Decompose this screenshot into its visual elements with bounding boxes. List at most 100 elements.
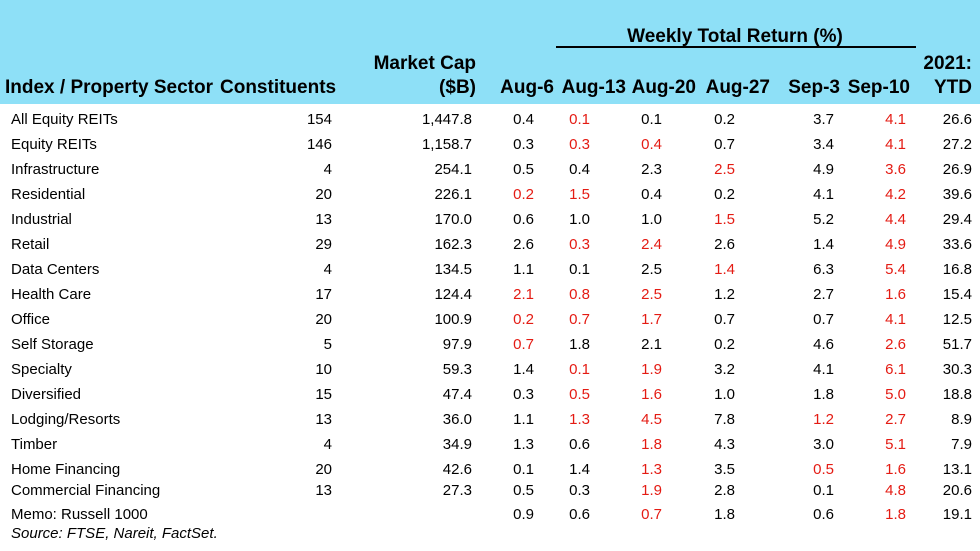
col-header-constituents: Constituents [220,77,337,98]
col-header-mcap-line1: Market Cap [373,53,476,74]
weekly-return-cell: 3.4 [813,136,834,153]
weekly-return-cell: 2.1 [513,286,534,303]
weekly-return-cell: 0.2 [714,111,735,128]
weekly-return-cell: 1.3 [641,461,662,478]
weekly-return-cell: 0.6 [569,436,590,453]
market-cap-cell: 162.3 [434,236,472,253]
table-row: Office 20 100.9 0.2 0.7 1.7 0.7 0.7 4.1 12.5 [0,308,980,332]
weekly-return-cell: 4.1 [885,311,906,328]
market-cap-cell: 100.9 [434,311,472,328]
ytd-return-cell: 12.5 [942,311,972,328]
col-header-week: Sep-3 [788,77,840,98]
weekly-return-cell: 0.1 [569,361,590,378]
constituents-cell: 13 [315,411,332,428]
weekly-return-cell: 1.4 [714,261,735,278]
col-header-sector: Index / Property Sector [5,77,214,98]
constituents-cell: 20 [315,461,332,478]
constituents-cell: 29 [315,236,332,253]
constituents-cell: 17 [315,286,332,303]
market-cap-cell: 59.3 [442,361,472,378]
constituents-cell: 146 [306,136,332,153]
ytd-return-cell: 33.6 [942,236,972,253]
weekly-return-cell: 0.3 [513,136,534,153]
weekly-return-cell: 3.5 [714,461,735,478]
market-cap-cell: 27.3 [442,482,472,499]
constituents-cell: 20 [315,186,332,203]
constituents-cell: 10 [315,361,332,378]
ytd-return-cell: 26.9 [942,161,972,178]
ytd-return-cell: 30.3 [942,361,972,378]
weekly-return-cell: 1.5 [569,186,590,203]
weekly-return-cell: 1.9 [641,361,662,378]
weekly-return-cell: 0.5 [513,482,534,499]
table-header: Weekly Total Return (%) Index / Property… [0,0,980,104]
weekly-return-cell: 4.3 [714,436,735,453]
source-note: Source: FTSE, Nareit, FactSet. [11,525,218,542]
weekly-return-cell: 0.6 [513,211,534,228]
weekly-return-cell: 0.4 [641,186,662,203]
weekly-return-cell: 0.5 [569,386,590,403]
weekly-return-cell: 0.1 [569,111,590,128]
ytd-return-cell: 15.4 [942,286,972,303]
col-header-week: Sep-10 [847,77,910,98]
weekly-return-cell: 1.1 [513,261,534,278]
ytd-return-cell: 7.9 [951,436,972,453]
weekly-return-cell: 1.8 [885,506,906,523]
weekly-return-cell: 0.6 [569,506,590,523]
weekly-return-cell: 0.8 [569,286,590,303]
weekly-return-cell: 0.2 [513,311,534,328]
sector-name: Home Financing [11,461,121,478]
weekly-return-cell: 1.6 [641,386,662,403]
ytd-return-cell: 13.1 [942,461,972,478]
weekly-return-cell: 0.4 [513,111,534,128]
weekly-return-cell: 0.1 [513,461,534,478]
sector-name: All Equity REITs [11,111,118,128]
weekly-return-cell: 4.2 [885,186,906,203]
weekly-return-cell: 0.3 [569,236,590,253]
weekly-return-cell: 1.4 [569,461,590,478]
weekly-return-cell: 1.9 [641,482,662,499]
sector-name: Timber [11,436,58,453]
weekly-return-cell: 2.7 [813,286,834,303]
ytd-return-cell: 29.4 [942,211,972,228]
weekly-return-cell: 4.9 [813,161,834,178]
weekly-return-cell: 2.5 [641,261,662,278]
ytd-return-cell: 39.6 [942,186,972,203]
weekly-return-cell: 0.1 [813,482,834,499]
weekly-return-cell: 2.7 [885,411,906,428]
weekly-return-cell: 3.0 [813,436,834,453]
weekly-return-cell: 2.6 [714,236,735,253]
weekly-return-cell: 5.1 [885,436,906,453]
constituents-cell: 13 [315,211,332,228]
table-row: Health Care 17 124.4 2.1 0.8 2.5 1.2 2.7 1.6 15.4 [0,283,980,307]
ytd-return-cell: 27.2 [942,136,972,153]
constituents-cell: 4 [323,161,332,178]
ytd-return-cell: 18.8 [942,386,972,403]
weekly-return-cell: 3.2 [714,361,735,378]
sector-name: Self Storage [11,336,94,353]
table-row: Self Storage 5 97.9 0.7 1.8 2.1 0.2 4.6 2.6 51.7 [0,333,980,357]
weekly-return-cell: 4.6 [813,336,834,353]
weekly-return-cell: 4.8 [885,482,906,499]
col-header-ytd-line1: 2021: [923,53,972,74]
weekly-return-cell: 0.3 [569,136,590,153]
table-row: Specialty 10 59.3 1.4 0.1 1.9 3.2 4.1 6.1 30.3 [0,358,980,382]
sector-name: Commercial Financing [11,482,161,499]
weekly-return-cell: 0.7 [714,136,735,153]
market-cap-cell: 124.4 [434,286,472,303]
group-title-underline [556,46,916,48]
weekly-return-cell: 1.0 [641,211,662,228]
weekly-return-cell: 4.1 [813,361,834,378]
weekly-return-cell: 2.6 [885,336,906,353]
weekly-return-cell: 1.7 [641,311,662,328]
weekly-return-cell: 2.4 [641,236,662,253]
weekly-return-cell: 0.2 [714,336,735,353]
table-row: Data Centers 4 134.5 1.1 0.1 2.5 1.4 6.3 5.4 16.8 [0,258,980,282]
constituents-cell: 4 [323,261,332,278]
weekly-return-cell: 1.3 [569,411,590,428]
sector-name: Residential [11,186,86,203]
table-row: Memo: Russell 1000 0.9 0.6 0.7 1.8 0.6 1.8 19.1 [0,503,980,527]
weekly-return-cell: 1.8 [641,436,662,453]
weekly-return-cell: 1.4 [813,236,834,253]
market-cap-cell: 1,447.8 [421,111,472,128]
